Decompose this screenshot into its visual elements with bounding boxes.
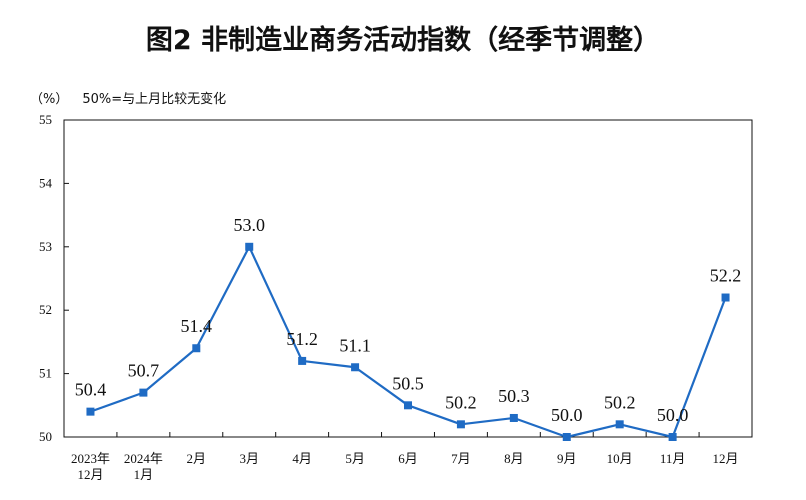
data-point-marker bbox=[615, 420, 624, 429]
y-tick-label: 51 bbox=[39, 366, 52, 381]
unit-label: （%） bbox=[30, 92, 69, 107]
x-tick-label: 3月 bbox=[239, 451, 259, 466]
chart-note: （%） 50%=与上月比较无变化 bbox=[30, 88, 240, 107]
data-point-marker bbox=[721, 293, 730, 302]
plot-frame bbox=[63, 119, 753, 438]
x-tick-label: 8月 bbox=[504, 451, 524, 466]
x-tick-label: 2024年 1月 bbox=[124, 451, 163, 482]
x-tick-label: 12月 bbox=[713, 451, 739, 466]
x-tick-label: 4月 bbox=[292, 451, 312, 466]
data-label: 51.4 bbox=[181, 316, 213, 336]
y-tick-label: 50 bbox=[39, 429, 52, 444]
data-point-marker bbox=[456, 420, 465, 429]
data-label: 50.0 bbox=[551, 405, 583, 425]
data-point-marker bbox=[562, 433, 571, 441]
data-point-marker bbox=[509, 413, 518, 422]
data-label: 52.2 bbox=[710, 266, 742, 286]
x-tick-label: 5月 bbox=[345, 451, 365, 466]
y-tick-label: 52 bbox=[39, 302, 52, 317]
y-tick-label: 55 bbox=[39, 112, 52, 127]
data-label: 50.7 bbox=[128, 361, 160, 381]
data-label: 50.4 bbox=[75, 380, 107, 400]
data-label: 50.5 bbox=[392, 373, 424, 393]
data-label: 51.1 bbox=[339, 335, 371, 355]
x-tick-label: 2023年 12月 bbox=[71, 451, 110, 482]
data-point-marker bbox=[668, 433, 677, 441]
data-point-marker bbox=[245, 242, 254, 251]
x-tick-label: 11月 bbox=[660, 451, 686, 466]
data-point-marker bbox=[192, 344, 201, 353]
data-label: 50.3 bbox=[498, 386, 530, 406]
data-point-marker bbox=[139, 388, 148, 397]
data-label: 50.0 bbox=[657, 405, 689, 425]
data-point-marker bbox=[404, 401, 412, 410]
x-tick-label: 9月 bbox=[557, 451, 577, 466]
data-label: 53.0 bbox=[233, 215, 265, 235]
x-tick-label: 2月 bbox=[187, 451, 207, 466]
x-tick-label: 6月 bbox=[398, 451, 418, 466]
y-tick-label: 54 bbox=[39, 175, 53, 190]
chart-title: 图2 非制造业商务活动指数（经季节调整） bbox=[145, 25, 661, 56]
x-tick-label: 10月 bbox=[607, 451, 633, 466]
y-tick-label: 53 bbox=[39, 239, 52, 254]
data-label: 51.2 bbox=[286, 329, 318, 349]
data-label: 50.2 bbox=[604, 392, 636, 412]
x-tick-label: 7月 bbox=[451, 451, 471, 466]
data-point-marker bbox=[298, 356, 307, 365]
data-point-marker bbox=[351, 363, 360, 372]
reference-note: 50%=与上月比较无变化 bbox=[82, 92, 227, 107]
data-point-marker bbox=[86, 407, 95, 416]
data-label: 50.2 bbox=[445, 392, 477, 412]
